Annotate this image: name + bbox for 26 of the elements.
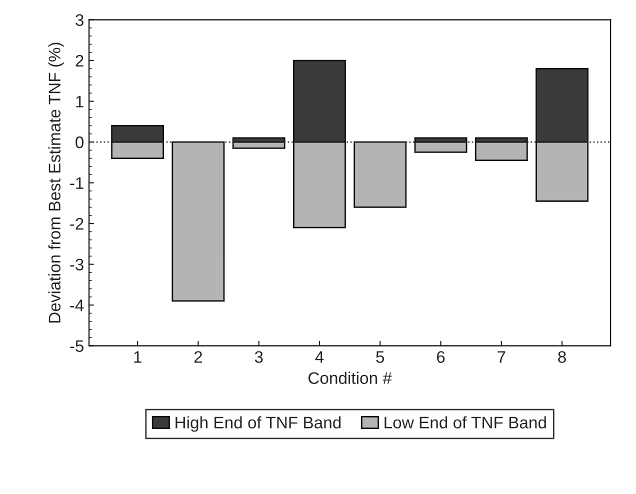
y-tick-label: 2 xyxy=(76,54,84,67)
x-tick-label: 4 xyxy=(315,351,324,363)
bar xyxy=(172,141,225,302)
y-tick-label: -2 xyxy=(70,218,84,230)
legend-label: High End of TNF Band xyxy=(176,416,341,432)
y-tick-label: -1 xyxy=(70,177,84,189)
x-tick-label: 2 xyxy=(194,351,202,363)
x-tick-label: 6 xyxy=(436,351,445,363)
bar xyxy=(354,141,407,208)
bar xyxy=(474,141,528,162)
x-tick-label: 3 xyxy=(254,351,263,363)
x-tick-label: 5 xyxy=(376,351,384,363)
y-tick-label: -3 xyxy=(70,258,84,270)
y-tick-label: -4 xyxy=(70,300,84,312)
x-tick-label: 8 xyxy=(558,351,566,363)
x-tick-label: 1 xyxy=(134,351,142,363)
y-tick-label: 0 xyxy=(76,136,84,148)
y-tick-label: 3 xyxy=(76,14,84,26)
x-axis-title: Condition # xyxy=(308,372,392,384)
bar xyxy=(232,141,286,149)
x-tick-label: 7 xyxy=(498,351,506,363)
y-axis-title: Deviation from Best Estimate TNF (%) xyxy=(48,42,64,322)
legend-label: Low End of TNF Band xyxy=(384,416,546,428)
y-tick-label: -5 xyxy=(70,340,84,352)
bar xyxy=(414,141,468,153)
y-tick-label: 1 xyxy=(76,96,84,108)
